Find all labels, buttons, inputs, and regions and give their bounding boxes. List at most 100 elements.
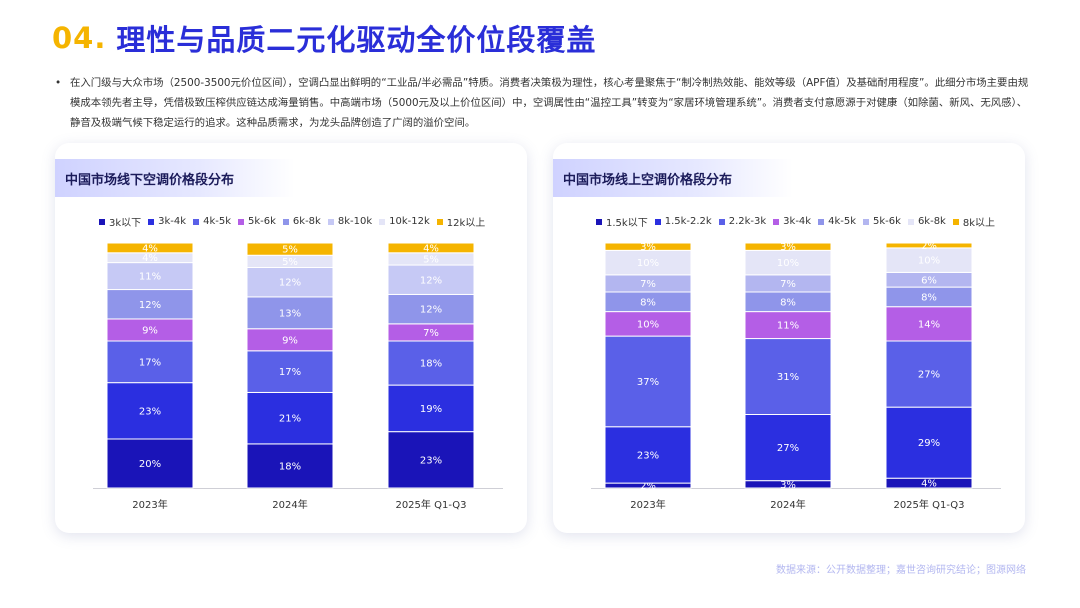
- bar-segment: [246, 296, 334, 330]
- data-label: 4%: [921, 479, 937, 490]
- data-label: 8%: [780, 297, 796, 308]
- legend-item: 8k以上: [952, 214, 996, 229]
- legend-label: 6k-8k: [292, 216, 321, 227]
- bar-segment: [885, 242, 973, 249]
- data-label: 12%: [420, 275, 442, 286]
- data-label: 3%: [780, 242, 796, 253]
- legend-label: 3k以下: [109, 218, 142, 229]
- legend-label: 3k-4k: [158, 216, 187, 227]
- legend-label: 12k以上: [446, 218, 486, 229]
- data-label: 10%: [918, 256, 940, 267]
- data-label: 11%: [777, 321, 799, 332]
- bar-segment: [387, 293, 475, 325]
- data-label: 23%: [420, 455, 442, 466]
- legend-item: 6k-8k: [907, 216, 946, 227]
- legend-swatch: [952, 218, 959, 225]
- offline-chart: 20%23%17%9%12%11%4%4%2023年18%21%17%9%13%…: [93, 242, 503, 511]
- page-title: 04. 理性与品质二元化驱动全价位段覆盖: [52, 18, 596, 58]
- online-chart-header: 中国市场线上空调价格段分布: [553, 159, 793, 197]
- bar-segment: [387, 431, 475, 489]
- data-label: 7%: [423, 328, 439, 339]
- data-label: 5%: [423, 254, 439, 265]
- legend-swatch: [596, 218, 602, 225]
- bar-segment: [387, 264, 475, 295]
- data-label: 6%: [921, 275, 937, 286]
- data-label: 8%: [640, 297, 656, 308]
- bar-segment: [604, 335, 692, 428]
- bar-segment: [744, 242, 832, 251]
- bar-segment: [246, 350, 334, 393]
- legend-swatch: [818, 218, 825, 225]
- data-label: 10%: [637, 258, 659, 269]
- data-label: 29%: [918, 438, 940, 449]
- offline-chart-title: 中国市场线下空调价格段分布: [65, 173, 235, 188]
- legend-swatch: [863, 218, 870, 225]
- bar-segment: [106, 340, 194, 384]
- bar-segment: [744, 338, 832, 415]
- online-chart-title: 中国市场线上空调价格段分布: [563, 173, 733, 188]
- data-label: 12%: [139, 300, 161, 311]
- legend-swatch: [148, 218, 155, 225]
- legend-swatch: [282, 218, 289, 225]
- bar-segment: [604, 311, 692, 337]
- offline-chart-header: 中国市场线下空调价格段分布: [55, 159, 295, 197]
- legend-label: 2.2k-3k: [728, 216, 767, 227]
- bar-segment: [106, 242, 194, 254]
- bar-segment: [106, 382, 194, 440]
- legend-swatch: [654, 218, 661, 225]
- bar-segment: [106, 262, 194, 291]
- legend-swatch: [436, 218, 443, 225]
- data-label: 10%: [637, 319, 659, 330]
- legend-item: 3k-4k: [773, 216, 811, 227]
- legend-swatch: [327, 218, 334, 225]
- bar-segment: [604, 426, 692, 484]
- data-label: 5%: [282, 245, 298, 256]
- data-label: 3%: [640, 242, 656, 253]
- legend-item: 3k以下: [99, 214, 141, 229]
- legend-item: 1.5k以下: [596, 214, 648, 229]
- bullet-point: •: [55, 77, 62, 89]
- data-label: 31%: [777, 372, 799, 383]
- data-label: 2%: [921, 241, 937, 252]
- legend-item: 12k以上: [436, 214, 486, 229]
- bar-segment: [604, 249, 692, 276]
- data-label: 5%: [282, 257, 298, 268]
- data-label: 12%: [420, 305, 442, 316]
- legend-item: 5k-6k: [863, 216, 901, 227]
- data-label: 17%: [279, 367, 301, 378]
- bar-segment: [744, 311, 832, 340]
- legend-item: 6k-8k: [282, 216, 321, 227]
- data-label: 17%: [139, 357, 161, 368]
- legend-swatch: [238, 218, 244, 225]
- bar-segment: [246, 443, 334, 489]
- legend-swatch: [718, 218, 725, 225]
- data-label: 23%: [637, 450, 659, 461]
- bar-segment: [246, 242, 334, 256]
- data-label: 7%: [780, 279, 796, 290]
- online-chart: 2% 23% 37% 10% 8% 7% 10% 3% 2023年 3% 27% 31% 11% 8% 7%…: [591, 241, 1001, 511]
- legend-swatch: [907, 218, 914, 225]
- x-tick-label: 2025年 Q1-Q3: [893, 498, 964, 511]
- bar-segment: [604, 242, 692, 251]
- data-label: 9%: [142, 325, 158, 336]
- bar-segment: [885, 340, 973, 408]
- bar-segment: [106, 289, 194, 320]
- data-label: 2%: [640, 481, 656, 492]
- legend-label: 1.5k以下: [606, 218, 648, 229]
- data-label: 13%: [279, 308, 301, 319]
- data-label: 37%: [637, 377, 659, 388]
- online-chart-card: 中国市场线上空调价格段分布 1.5k以下 1.5k-2.2k 2.2k-3k 3k-4…: [553, 143, 1025, 533]
- legend-label: 6k-8k: [917, 216, 946, 227]
- offline-chart-card: 中国市场线下空调价格段分布 3k以下 3k-4k 4k-5k 5k-6k 6k-8k 8k…: [55, 143, 527, 533]
- bar-segment: [106, 438, 194, 489]
- legend-label: 4k-5k: [828, 216, 857, 227]
- bar-segment: [246, 391, 334, 445]
- legend-swatch: [773, 218, 780, 225]
- x-tick-label: 2025年 Q1-Q3: [395, 498, 466, 511]
- legend-item: 10k-12k: [379, 216, 430, 227]
- data-source-note: 数据来源：公开数据整理；嘉世咨询研究结论；图源网络: [776, 565, 1026, 576]
- section-title: 理性与品质二元化驱动全价位段覆盖: [116, 23, 597, 57]
- data-label: 11%: [139, 272, 161, 283]
- legend-label: 8k以上: [962, 218, 996, 229]
- data-label: 4%: [142, 253, 158, 264]
